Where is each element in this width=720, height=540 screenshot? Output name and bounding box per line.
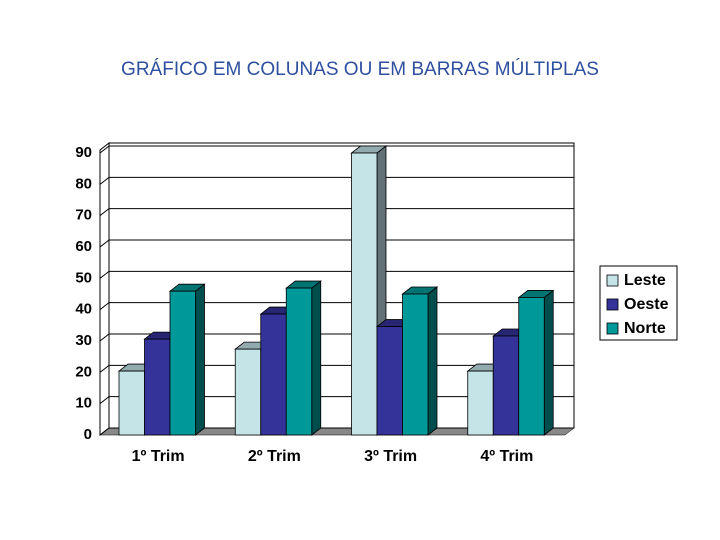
bar xyxy=(285,287,313,436)
grid-line xyxy=(99,270,110,279)
y-tick-label: 20 xyxy=(75,363,92,380)
bar xyxy=(518,297,545,436)
y-tick-label: 60 xyxy=(75,238,92,255)
x-tick-label: 1º Trim xyxy=(132,448,185,465)
bar xyxy=(260,313,287,436)
y-tick-label: 0 xyxy=(84,426,92,443)
grid-line xyxy=(99,145,110,154)
x-tick-label: 4º Trim xyxy=(480,448,533,465)
y-tick-label: 90 xyxy=(75,144,92,161)
chart-title: GRÁFICO EM COLUNAS OU EM BARRAS MÚLTIPLA… xyxy=(121,58,599,80)
back-wall xyxy=(99,141,110,437)
bar xyxy=(169,290,196,436)
legend-swatch xyxy=(606,274,619,287)
bar-side xyxy=(311,280,322,436)
bar-side xyxy=(195,283,205,436)
bar xyxy=(351,152,378,436)
bar xyxy=(376,326,403,436)
bar xyxy=(144,338,171,436)
y-tick-label: 80 xyxy=(75,175,92,192)
legend-swatch xyxy=(606,322,619,335)
x-tick-label: 2º Trim xyxy=(248,448,301,465)
legend-label: Oeste xyxy=(624,296,669,313)
y-tick-label: 10 xyxy=(75,395,92,412)
bar xyxy=(234,348,262,436)
grid-line xyxy=(99,176,110,185)
y-tick-label: 30 xyxy=(75,332,92,349)
grid-line xyxy=(99,364,110,373)
bar xyxy=(467,370,494,436)
y-tick-label: 70 xyxy=(75,207,92,224)
bar-side xyxy=(543,289,554,436)
bar-side xyxy=(427,286,438,436)
legend-label: Leste xyxy=(624,272,666,289)
legend-label: Norte xyxy=(624,320,666,337)
grid-line xyxy=(99,427,110,436)
y-tick-label: 40 xyxy=(75,301,92,318)
grid-line xyxy=(99,396,110,405)
y-tick-label: 50 xyxy=(75,269,92,286)
bar xyxy=(402,293,429,436)
x-tick-label: 3º Trim xyxy=(364,448,417,465)
bar xyxy=(118,370,145,436)
grid-line xyxy=(99,302,110,311)
grid-line xyxy=(99,239,110,248)
bar xyxy=(492,335,520,436)
grid-line xyxy=(99,333,110,342)
grid-line xyxy=(99,208,110,217)
legend-swatch xyxy=(606,298,619,311)
